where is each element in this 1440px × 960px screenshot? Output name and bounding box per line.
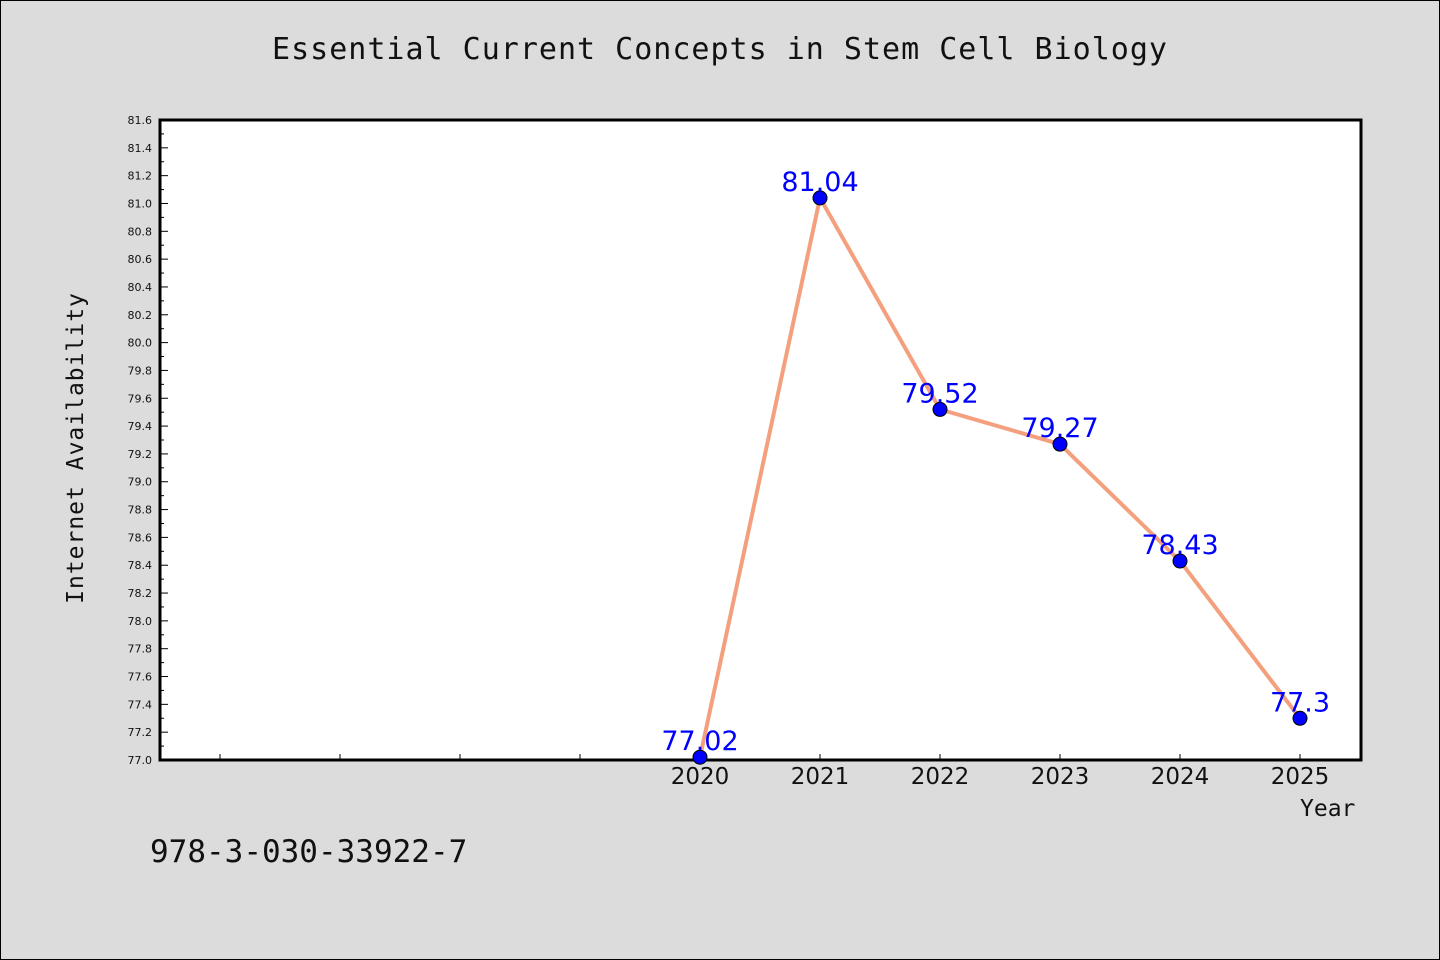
- data-label: 78.43: [1141, 530, 1218, 561]
- data-label: 77.3: [1270, 687, 1330, 718]
- y-tick-label: 79.6: [128, 392, 153, 405]
- y-tick-label: 79.0: [128, 476, 153, 489]
- x-axis: 2020 2021 2022 2023 2024 2025: [219, 754, 1330, 790]
- y-tick-label: 80.2: [128, 309, 153, 322]
- y-tick-label: 77.8: [128, 643, 153, 656]
- data-point: [1052, 436, 1068, 452]
- data-label: 79.27: [1021, 413, 1098, 444]
- x-tick-label: 2022: [911, 764, 970, 790]
- data-series: 77.02 81.04 79.52 79.27 78.43 77.3: [661, 167, 1330, 765]
- y-tick-label: 80.6: [128, 253, 153, 266]
- y-tick-label: 79.8: [128, 364, 153, 377]
- data-point: [692, 749, 708, 765]
- y-tick-label: 78.2: [128, 587, 153, 600]
- data-point: [1172, 553, 1188, 569]
- x-tick-label: 2024: [1151, 764, 1210, 790]
- data-point: [1292, 710, 1308, 726]
- x-tick-label: 2020: [671, 764, 730, 790]
- data-label: 79.52: [901, 378, 978, 409]
- y-tick-label: 81.0: [128, 197, 153, 210]
- x-tick-label: 2021: [791, 764, 850, 790]
- y-tick-label: 79.4: [128, 420, 153, 433]
- y-tick-label: 78.0: [128, 615, 153, 628]
- data-label: 77.02: [661, 726, 738, 757]
- chart-title: Essential Current Concepts in Stem Cell …: [272, 32, 1168, 67]
- y-tick-label: 78.4: [128, 559, 153, 572]
- y-tick-label: 78.6: [128, 531, 153, 544]
- series-line: [698, 195, 1302, 758]
- x-tick-label: 2023: [1031, 764, 1090, 790]
- y-tick-label: 78.8: [128, 504, 153, 517]
- isbn-text: 978-3-030-33922-7: [150, 834, 468, 870]
- y-tick-label: 77.4: [128, 698, 153, 711]
- y-tick-label: 77.0: [128, 754, 153, 767]
- y-tick-label: 81.6: [128, 114, 153, 127]
- y-tick-label: 81.2: [128, 170, 153, 183]
- y-tick-label: 80.4: [128, 281, 153, 294]
- y-tick-label: 80.8: [128, 225, 153, 238]
- x-tick-label: 2025: [1271, 764, 1330, 790]
- y-tick-label: 77.6: [128, 671, 153, 684]
- y-axis: 77.0 77.2 77.4 77.6 77.8 78.0 78.2 78.4 78.6 78.8…: [128, 114, 168, 767]
- y-tick-label: 79.2: [128, 448, 153, 461]
- y-tick-label: 80.0: [128, 337, 153, 350]
- data-point: [932, 401, 948, 417]
- y-tick-label: 77.2: [128, 726, 153, 739]
- x-axis-label: Year: [1300, 796, 1356, 822]
- plot-area: [158, 118, 1363, 762]
- data-label: 81.04: [781, 167, 858, 198]
- data-point: [812, 190, 828, 206]
- y-tick-label: 81.4: [128, 142, 153, 155]
